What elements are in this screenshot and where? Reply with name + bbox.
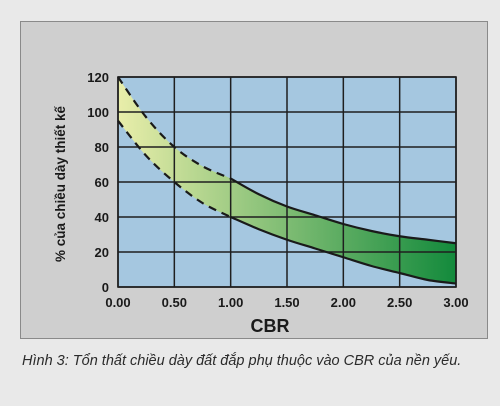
lower-boundary-line-dashed — [117, 120, 232, 218]
plot-border — [117, 76, 457, 288]
x-tick-label: 1.50 — [274, 295, 299, 310]
x-tick-label: 2.50 — [387, 295, 412, 310]
y-tick-label: 60 — [95, 175, 109, 190]
x-axis-label: CBR — [251, 316, 290, 336]
y-tick-label: 120 — [87, 70, 109, 85]
x-tick-label: 3.00 — [443, 295, 468, 310]
y-tick-label: 20 — [95, 245, 109, 260]
x-tick-label: 1.00 — [218, 295, 243, 310]
upper-boundary-line-solid — [230, 177, 457, 245]
figure-caption: Hình 3: Tổn thất chiều dày đất đắp phụ t… — [22, 353, 462, 369]
x-tick-label: 0.00 — [105, 295, 130, 310]
y-tick-label: 0 — [102, 280, 109, 295]
y-tick-label: 80 — [95, 140, 109, 155]
y-tick-label: 40 — [95, 210, 109, 225]
chart-panel: 0.00 0.50 1.00 1.50 2.00 2.50 3.00 0 20 40 60 80 100… — [20, 21, 488, 339]
lower-boundary-line-solid — [230, 215, 457, 285]
y-axis-label: % của chiều dày thiết kế — [53, 105, 68, 262]
y-tick-label: 100 — [87, 105, 109, 120]
x-tick-label: 2.00 — [331, 295, 356, 310]
upper-boundary-line-dashed — [117, 76, 232, 180]
chart: 0.00 0.50 1.00 1.50 2.00 2.50 3.00 0 20 40 60 80 100… — [53, 70, 469, 336]
x-tick-label: 0.50 — [162, 295, 187, 310]
